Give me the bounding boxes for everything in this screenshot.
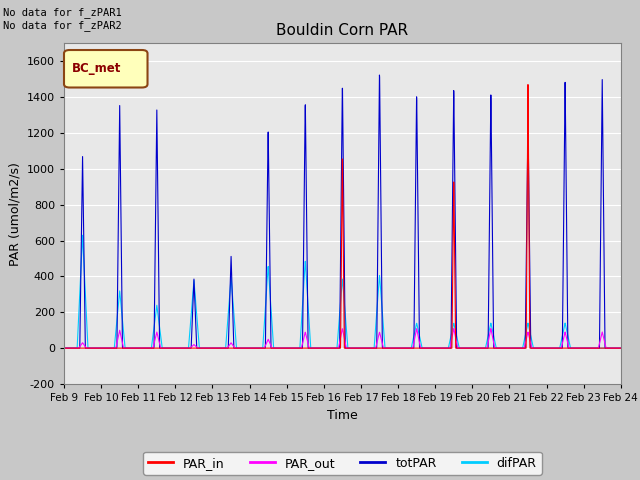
difPAR xyxy=(60,345,68,351)
PAR_out xyxy=(406,345,414,351)
Legend: PAR_in, PAR_out, totPAR, difPAR: PAR_in, PAR_out, totPAR, difPAR xyxy=(143,452,541,475)
PAR_out xyxy=(397,345,404,351)
PAR_in xyxy=(617,345,625,351)
difPAR xyxy=(216,345,223,351)
PAR_out xyxy=(487,326,495,332)
PAR_out xyxy=(617,345,625,351)
PAR_out xyxy=(564,341,572,347)
Line: PAR_out: PAR_out xyxy=(64,329,621,348)
totPAR xyxy=(617,345,625,351)
PAR_in xyxy=(179,345,187,351)
PAR_in xyxy=(397,345,404,351)
PAR_in xyxy=(564,345,572,351)
PAR_out xyxy=(179,345,187,351)
totPAR xyxy=(376,72,383,78)
PAR_out xyxy=(617,345,625,351)
totPAR xyxy=(60,345,68,351)
Y-axis label: PAR (umol/m2/s): PAR (umol/m2/s) xyxy=(8,162,21,265)
totPAR xyxy=(216,345,223,351)
PAR_in xyxy=(60,345,68,351)
PAR_out xyxy=(60,345,68,351)
Text: BC_met: BC_met xyxy=(72,62,122,75)
totPAR xyxy=(617,345,625,351)
Line: totPAR: totPAR xyxy=(64,75,621,348)
Line: PAR_in: PAR_in xyxy=(64,84,621,348)
PAR_in xyxy=(406,345,414,351)
PAR_in xyxy=(524,82,532,87)
PAR_in xyxy=(617,345,625,351)
PAR_out xyxy=(216,345,223,351)
totPAR xyxy=(564,345,572,351)
Title: Bouldin Corn PAR: Bouldin Corn PAR xyxy=(276,23,408,38)
X-axis label: Time: Time xyxy=(327,408,358,421)
difPAR xyxy=(617,345,625,351)
FancyBboxPatch shape xyxy=(64,50,147,87)
Text: No data for f_zPAR1
No data for f_zPAR2: No data for f_zPAR1 No data for f_zPAR2 xyxy=(3,7,122,31)
difPAR xyxy=(617,345,625,351)
Line: difPAR: difPAR xyxy=(64,235,621,348)
totPAR xyxy=(406,345,414,351)
totPAR xyxy=(179,345,187,351)
difPAR xyxy=(180,345,188,351)
difPAR xyxy=(397,345,404,351)
difPAR xyxy=(564,334,572,339)
totPAR xyxy=(397,345,404,351)
difPAR xyxy=(406,345,414,351)
difPAR xyxy=(79,232,86,238)
PAR_in xyxy=(216,345,223,351)
